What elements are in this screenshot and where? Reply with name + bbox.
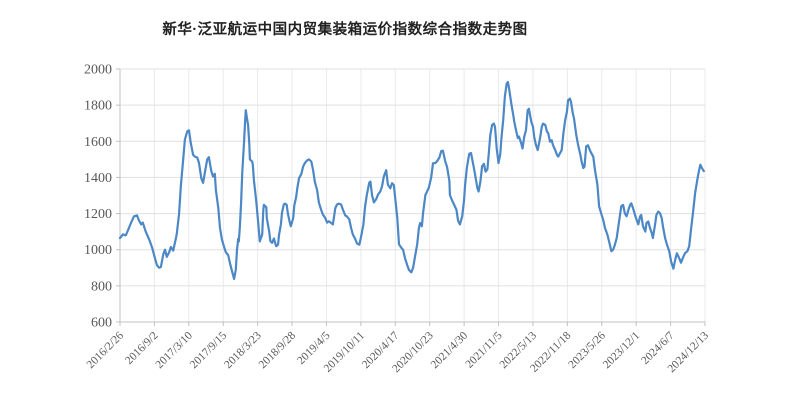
y-axis-tick-label: 800 [91,279,112,294]
x-axis-tick-label: 2021/4/30 [429,329,471,371]
y-axis-tick-label: 600 [91,316,112,331]
y-axis-tick-label: 1200 [84,207,112,222]
x-axis-tick-label: 2023/12/1 [601,329,643,371]
y-axis-tick-label: 1800 [84,99,112,114]
series-line [118,80,705,281]
y-axis-tick-label: 2000 [84,63,112,78]
y-axis-tick-label: 1600 [84,135,112,150]
chart-title: 新华·泛亚航运中国内贸集装箱运价指数综合指数走势图 [162,22,528,38]
x-axis-tick-label: 2018/9/28 [257,329,299,371]
y-axis-tick-label: 1400 [84,171,112,186]
x-axis-tick-label: 2016/2/26 [85,329,127,371]
y-axis-tick-label: 1000 [84,243,112,258]
